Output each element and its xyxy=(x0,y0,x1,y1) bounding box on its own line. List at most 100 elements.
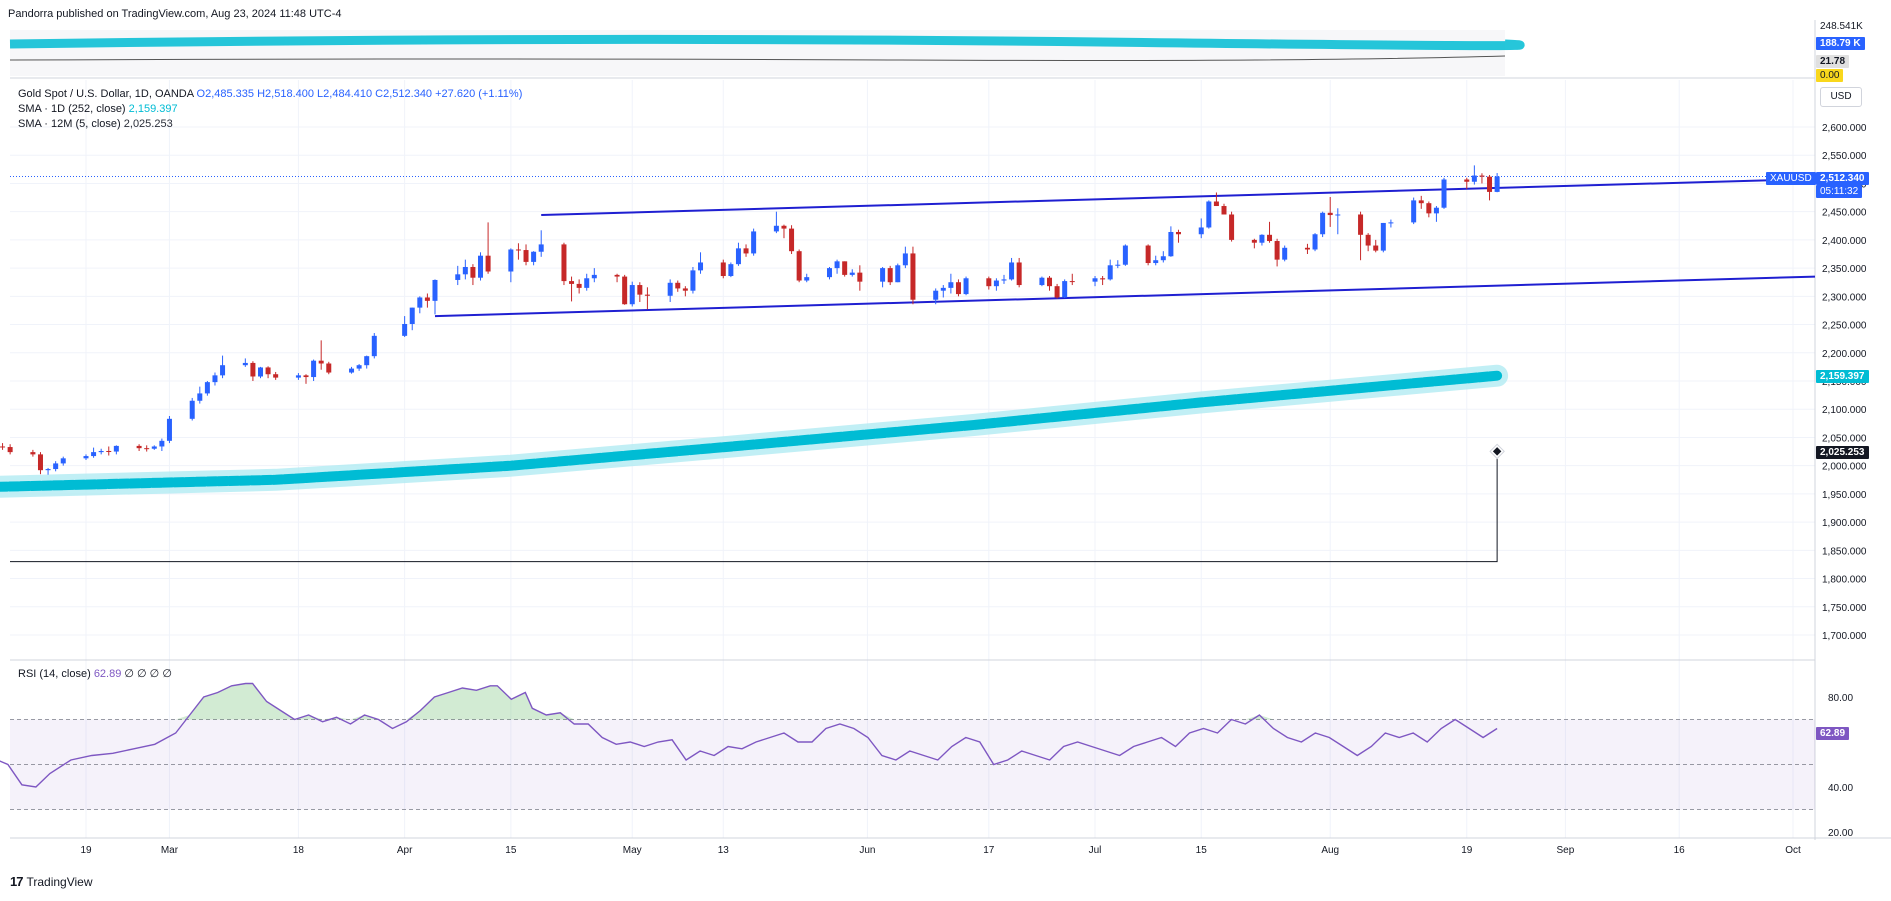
candle-body xyxy=(902,253,908,266)
candle-body xyxy=(637,285,643,295)
candle-body xyxy=(1229,214,1235,240)
candle-body xyxy=(409,307,415,324)
candle-body xyxy=(887,268,893,283)
candle-body xyxy=(45,469,51,471)
time-tick-label: 15 xyxy=(1196,845,1208,856)
candle-body xyxy=(257,367,263,377)
sma-12m-marker xyxy=(1492,447,1502,456)
candle-body xyxy=(743,248,749,254)
countdown-tag: 05:11:32 xyxy=(1816,185,1863,198)
candle-body xyxy=(1259,234,1265,243)
sma1-label[interactable]: SMA · 1D (252, close) xyxy=(18,103,126,115)
time-tick-label: May xyxy=(623,845,642,856)
ohlc-low: L2,484.410 xyxy=(317,88,373,100)
rsi-value: 62.89 xyxy=(93,668,122,680)
candle-body xyxy=(250,362,256,377)
candle-body xyxy=(1092,278,1098,282)
candle-body xyxy=(591,274,597,279)
candle-body xyxy=(789,228,795,252)
candle-body xyxy=(83,456,89,459)
candle-body xyxy=(30,452,36,455)
candle-body xyxy=(455,274,461,280)
candle-body xyxy=(159,440,165,447)
tradingview-logo[interactable]: 17 TradingView xyxy=(10,874,93,889)
candle-body xyxy=(963,278,969,295)
candle-body xyxy=(622,276,628,305)
price-tick-label: 2,300.000 xyxy=(1822,292,1867,303)
symbol-title[interactable]: Gold Spot / U.S. Dollar, 1D, OANDA xyxy=(18,88,194,100)
candle-body xyxy=(53,463,59,470)
candle-body xyxy=(1039,277,1045,286)
candle-body xyxy=(318,360,324,364)
candle-body xyxy=(356,365,362,369)
candle-body xyxy=(1411,200,1417,223)
candle-body xyxy=(614,274,620,277)
candle-body xyxy=(849,272,855,275)
candle-body xyxy=(1054,286,1060,298)
time-tick-label: Mar xyxy=(161,845,179,856)
volume-line xyxy=(9,55,1506,61)
sma-12m-line xyxy=(10,451,1498,563)
published-header: Pandorra published on TradingView.com, A… xyxy=(8,8,342,20)
candle-body xyxy=(462,266,468,275)
sma2-label[interactable]: SMA · 12M (5, close) xyxy=(18,118,121,130)
tradingview-mark-icon: 17 xyxy=(10,874,24,889)
candle-body xyxy=(948,282,954,288)
sma2-value: 2,025.253 xyxy=(123,118,173,130)
candle-body xyxy=(371,335,377,357)
candle-body xyxy=(1464,179,1470,182)
candle-body xyxy=(1062,281,1068,298)
volume-tag: 188.79 K xyxy=(1816,37,1865,50)
price-tick-label: 2,000.000 xyxy=(1822,462,1867,473)
candle-body xyxy=(151,446,157,449)
candle-body xyxy=(751,231,757,254)
candle-body xyxy=(1251,239,1257,243)
candle-body xyxy=(349,368,355,373)
price-tick-label: 1,850.000 xyxy=(1822,546,1867,557)
candle-body xyxy=(1441,179,1447,208)
rsi-extra: ∅ ∅ ∅ ∅ xyxy=(124,668,172,680)
ohlc-open: O2,485.335 xyxy=(196,88,255,100)
candle-body xyxy=(781,225,787,229)
rsi-label[interactable]: RSI (14, close) xyxy=(18,668,91,680)
price-tick-label: 2,100.000 xyxy=(1822,405,1867,416)
candle-body xyxy=(1213,201,1219,207)
price-tick-label: 2,050.000 xyxy=(1822,433,1867,444)
oscillator-tag: 21.78 xyxy=(1816,55,1850,68)
candle-body xyxy=(895,265,901,283)
candle-body xyxy=(1418,200,1424,204)
candle-body xyxy=(720,262,726,277)
candle-body xyxy=(690,270,696,291)
candle-body xyxy=(538,244,544,252)
price-tick-label: 2,250.000 xyxy=(1822,321,1867,332)
ohlc-change: +27.620 (+1.11%) xyxy=(435,88,523,100)
candle-body xyxy=(242,362,248,366)
candle-body xyxy=(197,393,203,401)
candle-body xyxy=(561,244,567,282)
time-tick-label: 19 xyxy=(1461,845,1473,856)
candle-body xyxy=(1471,175,1477,182)
candle-body xyxy=(576,283,582,288)
candle-body xyxy=(106,450,112,452)
candle-body xyxy=(1016,262,1022,286)
channel-lower-line xyxy=(434,275,1816,318)
candle-body xyxy=(265,367,271,375)
currency-button[interactable]: USD xyxy=(1820,87,1862,107)
candle-body xyxy=(1198,227,1204,235)
candle-body xyxy=(584,278,590,288)
ohlc-high: H2,518.400 xyxy=(257,88,314,100)
price-tick-label: 1,800.000 xyxy=(1822,575,1867,586)
candle-body xyxy=(1001,279,1007,281)
candle-body xyxy=(1320,212,1326,235)
candle-body xyxy=(644,294,650,296)
price-tick-label: 2,350.000 xyxy=(1822,264,1867,275)
price-tick-label: 2,550.000 xyxy=(1822,151,1867,162)
candle-body xyxy=(220,365,226,376)
time-tick-label: Oct xyxy=(1785,845,1801,856)
candle-body xyxy=(1009,262,1015,280)
candle-body xyxy=(1274,241,1280,260)
rsi-tick-label: 20.00 xyxy=(1828,828,1853,839)
candle-body xyxy=(675,282,681,289)
candle-body xyxy=(1069,281,1075,283)
